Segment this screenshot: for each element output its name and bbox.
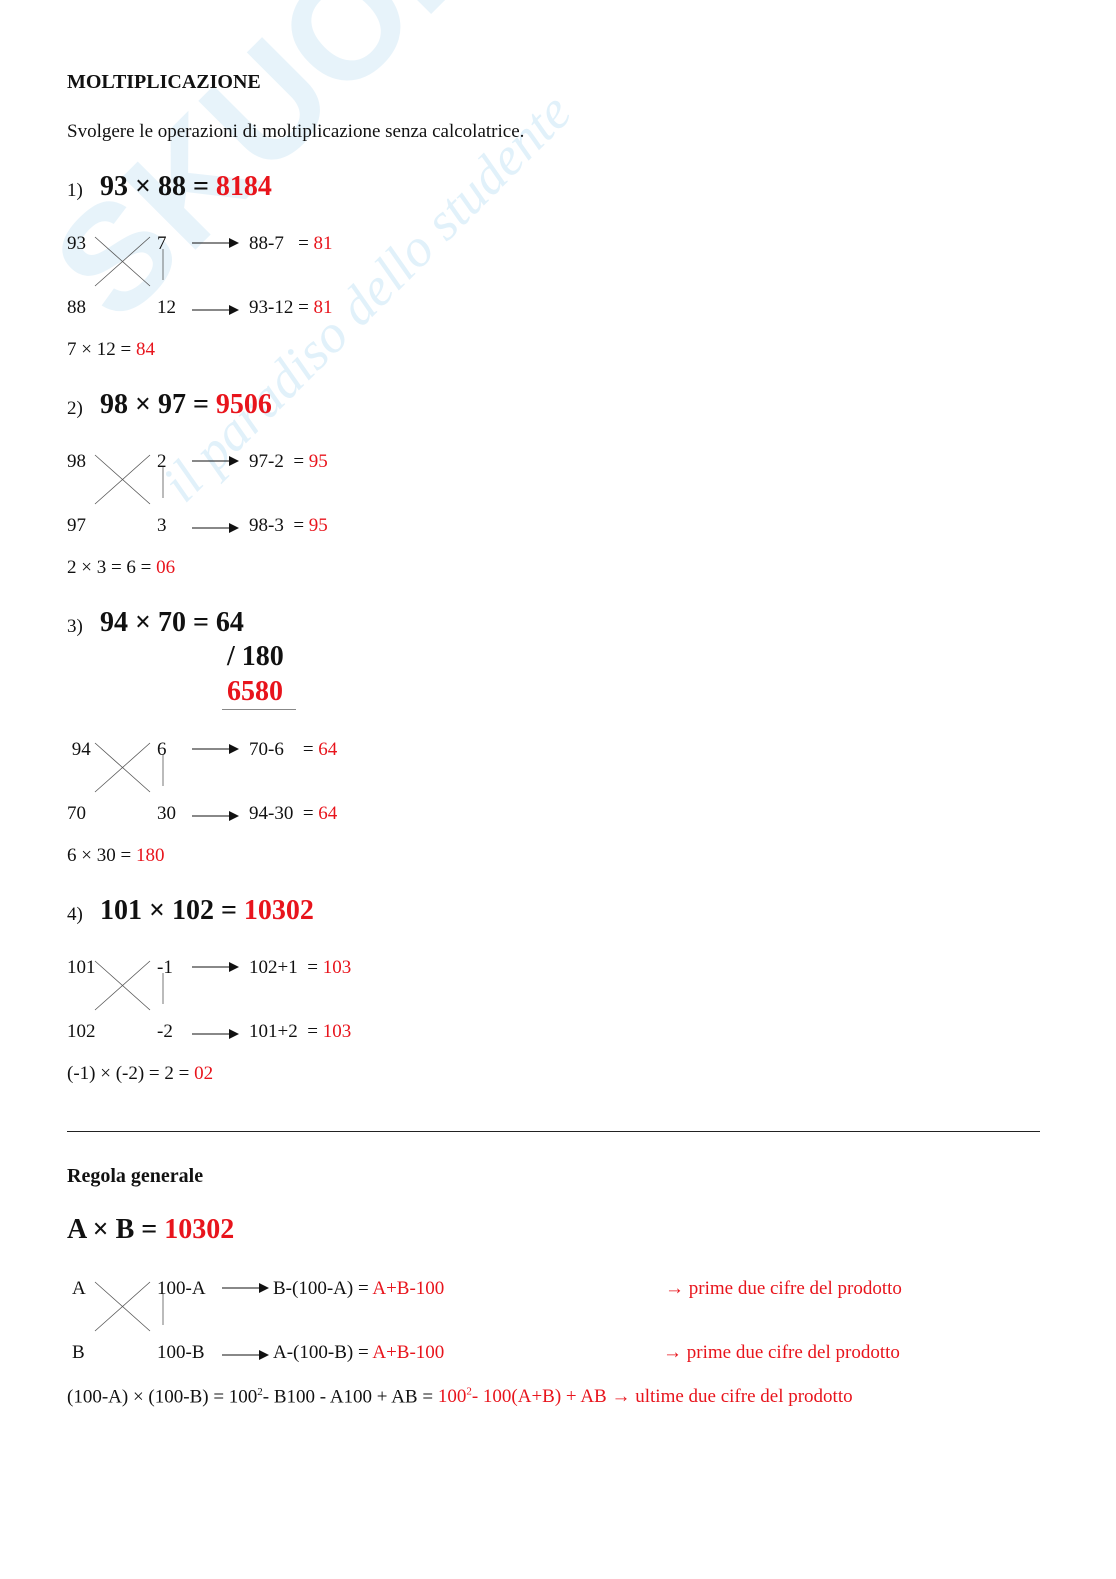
example-equation: 98 × 97 = 9506 [100,389,272,420]
bottom-right-number: 12 [157,297,176,318]
bottom-expression: 93-12 = 81 [249,297,333,318]
example-number: 3) [67,616,83,637]
example-equation: 101 × 102 = 10302 [100,895,314,926]
bottom-left-number: 70 [67,803,86,824]
example-number: 4) [67,904,83,925]
example-number: 1) [67,180,83,201]
cross-line [94,742,151,793]
product-line: (-1) × (-2) = 2 = 02 [67,1063,214,1084]
rule-bot-right: 100-B [157,1342,205,1363]
rule-equation: A × B = 10302 [67,1214,235,1245]
top-right-number: 6 [157,739,167,760]
rule-arrow-top-head [259,1283,269,1293]
example-equation: 94 × 70 = 64 [100,607,244,638]
bottom-left-number: 97 [67,515,86,536]
bottom-right-number: -2 [157,1021,173,1042]
top-expression: 97-2 = 95 [249,451,328,472]
page-title: MOLTIPLICAZIONE [67,71,261,93]
top-right-number: -1 [157,957,173,978]
top-right-number: 2 [157,451,167,472]
rule-heading: Regola generale [67,1165,204,1187]
rule-top-left: A [72,1278,86,1299]
arrow-bottom-head [229,523,239,533]
bottom-left-number: 88 [67,297,86,318]
arrow-top-head [229,238,239,248]
top-expression: 88-7 = 81 [249,233,333,254]
arrow-bottom-head [229,811,239,821]
cross-line [94,454,151,505]
bottom-right-number: 3 [157,515,167,536]
sum-underline [222,709,296,710]
arrow-top-head [229,456,239,466]
bottom-expression: 94-30 = 64 [249,803,338,824]
rule-top-expr: B-(100-A) = A+B-100 [273,1278,445,1299]
example-number: 2) [67,398,83,419]
top-expression: 102+1 = 103 [249,957,352,978]
carry-line: / 180 [227,641,284,672]
top-left-number: 94 [67,739,91,760]
bottom-right-number: 30 [157,803,176,824]
product-line: 7 × 12 = 84 [67,339,155,360]
arrow-top-head [229,744,239,754]
top-left-number: 93 [67,233,86,254]
arrow-bottom-head [229,305,239,315]
rule-formula: (100-A) × (100-B) = 1002- B100 - A100 + … [67,1386,853,1408]
product-line: 6 × 30 = 180 [67,845,165,866]
arrow-top-head [229,962,239,972]
product-line: 2 × 3 = 6 = 06 [67,557,176,578]
rule-top-note: → prime due cifre del prodotto [665,1278,902,1299]
rule-bot-note: → prime due cifre del prodotto [663,1342,900,1363]
rule-result: 10302 [164,1214,235,1245]
arrow-bottom-head [229,1029,239,1039]
example-equation: 93 × 88 = 8184 [100,171,272,202]
top-expression: 70-6 = 64 [249,739,338,760]
cross-line [94,236,151,287]
top-left-number: 98 [67,451,86,472]
top-left-number: 101 [67,957,96,978]
bottom-expression: 101+2 = 103 [249,1021,352,1042]
final-result: 6580 [227,676,283,707]
rule-bot-left: B [72,1342,85,1363]
bottom-left-number: 102 [67,1021,96,1042]
cross-line [94,960,151,1011]
rule-bot-expr: A-(100-B) = A+B-100 [273,1342,445,1363]
divider [67,1131,1040,1132]
instructions: Svolgere le operazioni di moltiplicazion… [67,121,525,142]
rule-arrow-bottom-head [259,1350,269,1360]
bottom-expression: 98-3 = 95 [249,515,328,536]
rule-top-right: 100-A [157,1278,206,1299]
top-right-number: 7 [157,233,167,254]
cross-line [94,1281,151,1332]
